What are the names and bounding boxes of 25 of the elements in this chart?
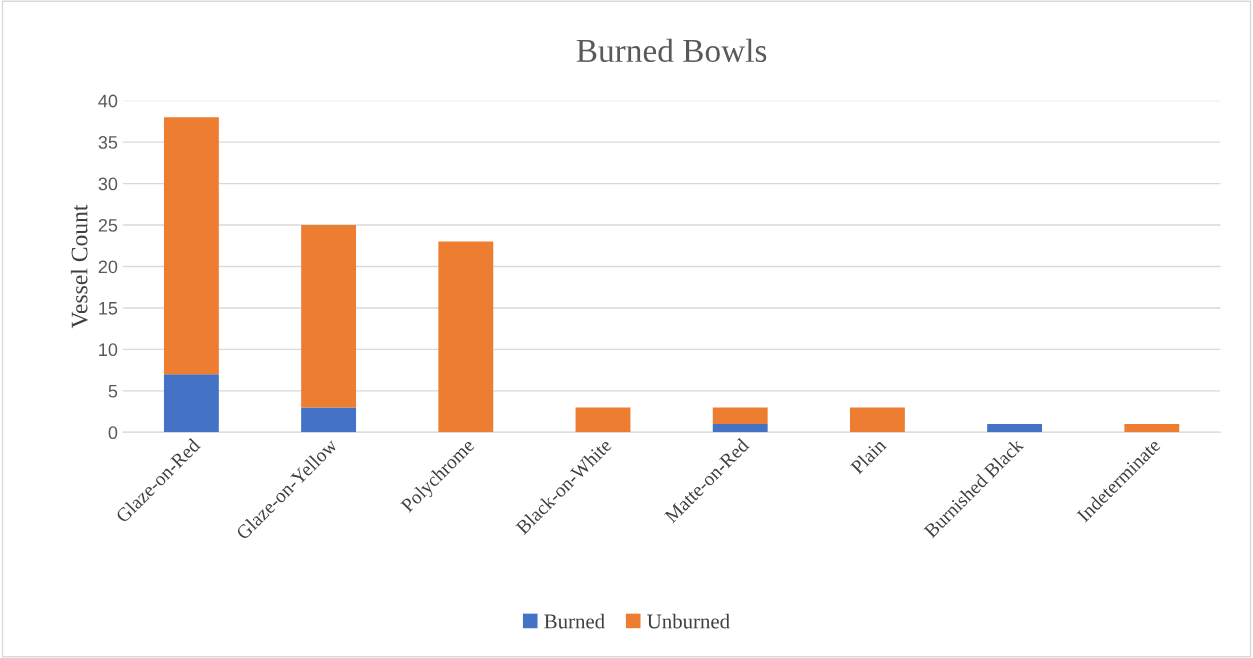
- chart-title: Burned Bowls: [576, 38, 767, 63]
- bar: [575, 407, 631, 433]
- y-tick-label: 40: [98, 94, 118, 108]
- bar: [163, 117, 219, 375]
- bar: [987, 424, 1043, 433]
- x-tick-label: Plain: [849, 437, 887, 475]
- legend-label: Burned: [544, 613, 605, 629]
- y-tick-label: 0: [108, 426, 118, 440]
- bar: [849, 407, 905, 433]
- y-tick-label: 15: [99, 302, 118, 315]
- bar: [163, 374, 219, 433]
- bar: [1124, 424, 1180, 433]
- y-tick-label: 30: [98, 177, 118, 191]
- y-axis-title: Vessel Count: [70, 204, 88, 329]
- legend-label: Unburned: [647, 613, 730, 629]
- bar: [712, 407, 768, 425]
- y-tick-label: 20: [98, 260, 118, 274]
- bar: [301, 407, 357, 433]
- bar: [712, 424, 768, 433]
- y-tick-label: 25: [98, 218, 118, 232]
- y-tick-label: 5: [108, 384, 118, 398]
- bar: [301, 225, 357, 408]
- bar: [438, 241, 494, 433]
- y-tick-label: 35: [98, 136, 118, 149]
- y-tick-label: 10: [99, 343, 118, 357]
